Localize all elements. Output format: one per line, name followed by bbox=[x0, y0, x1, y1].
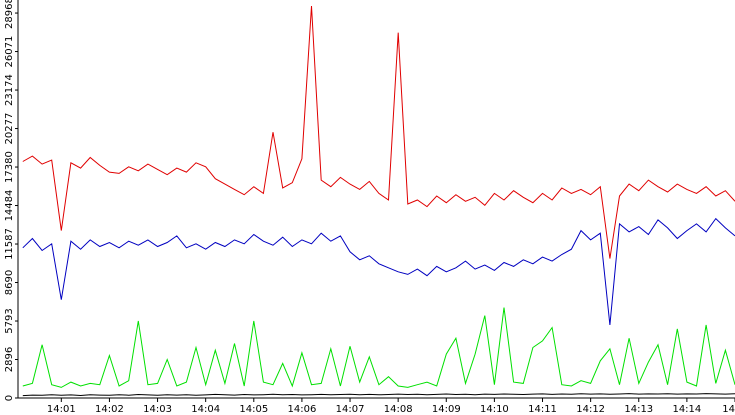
series-line bbox=[22, 217, 735, 325]
y-tick-label: 23174 bbox=[4, 74, 15, 106]
x-tick-label: 14:01 bbox=[47, 404, 76, 415]
x-tick-label: 14:07 bbox=[336, 404, 365, 415]
x-tick-label: 14:06 bbox=[287, 404, 316, 415]
x-tick-label: 14 bbox=[722, 404, 735, 415]
x-tick-label: 14:09 bbox=[432, 404, 461, 415]
y-tick-label: 28968 bbox=[4, 0, 15, 29]
x-tick-label: 14:14 bbox=[672, 404, 701, 415]
y-tick-label: 5793 bbox=[4, 308, 15, 333]
x-tick-label: 14:13 bbox=[624, 404, 653, 415]
x-tick-label: 14:02 bbox=[95, 404, 124, 415]
x-tick-label: 14:05 bbox=[239, 404, 268, 415]
y-tick-label: 8690 bbox=[4, 270, 15, 295]
x-tick-label: 14:11 bbox=[528, 404, 557, 415]
y-tick-label: 14484 bbox=[4, 190, 15, 222]
y-tick-label: 26071 bbox=[4, 36, 15, 68]
series-line bbox=[22, 307, 735, 388]
y-tick-label: 2896 bbox=[4, 347, 15, 372]
y-tick-label: 0 bbox=[4, 395, 15, 401]
x-tick-label: 14:10 bbox=[480, 404, 509, 415]
y-tick-label: 20277 bbox=[4, 113, 15, 145]
x-tick-label: 14:04 bbox=[191, 404, 220, 415]
x-tick-label: 14:03 bbox=[143, 404, 172, 415]
x-tick-label: 14:12 bbox=[576, 404, 605, 415]
x-tick-label: 14:08 bbox=[384, 404, 413, 415]
series-line bbox=[22, 393, 735, 397]
y-tick-label: 17380 bbox=[4, 151, 15, 183]
series-line bbox=[22, 5, 735, 259]
y-tick-label: 11587 bbox=[4, 228, 15, 260]
